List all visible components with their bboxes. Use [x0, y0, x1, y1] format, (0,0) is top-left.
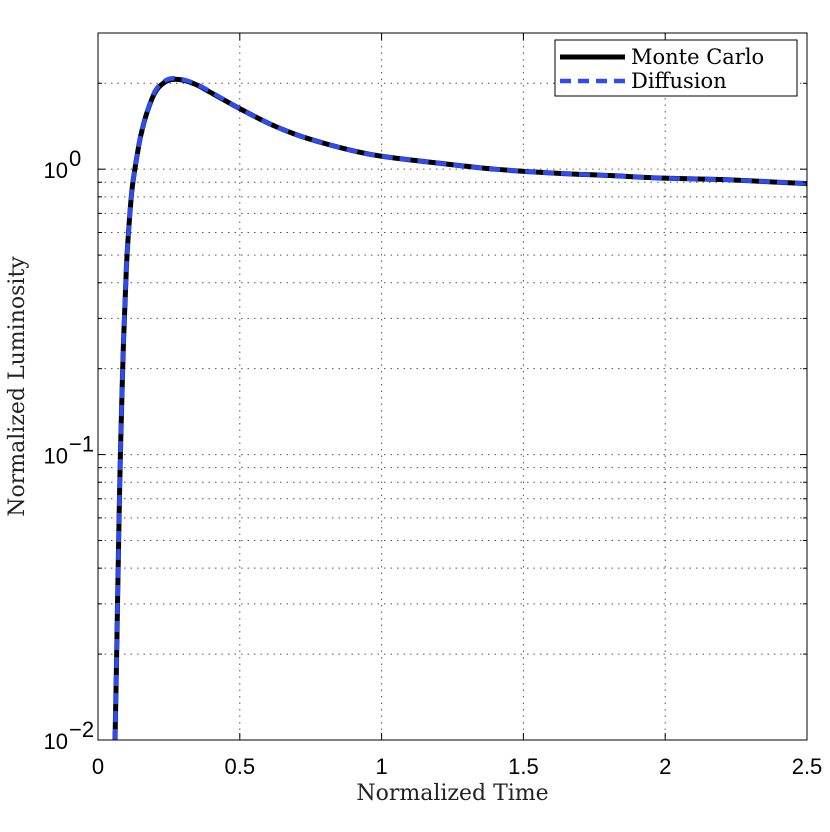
x-tick-label: 2.5	[792, 754, 823, 779]
series-lines	[112, 76, 808, 741]
y-tick-label-base: 10	[44, 158, 68, 183]
x-tick-label: 2	[659, 754, 671, 779]
legend-label-diffusion: Diffusion	[631, 69, 727, 93]
legend-label-monte-carlo: Monte Carlo	[631, 45, 764, 69]
y-tick-label-base: 10	[44, 729, 68, 754]
y-axis-title: Normalized Luminosity	[5, 256, 30, 517]
y-tick-label: 10 −1	[44, 432, 95, 469]
x-tick-label: 0.5	[225, 754, 256, 779]
y-tick-label-exponent: 0	[69, 146, 81, 171]
series-line-diffusion	[112, 76, 808, 741]
y-tick-label-base: 10	[44, 444, 68, 469]
series-line-monte-carlo	[112, 76, 808, 741]
plot-frame	[97, 32, 808, 741]
y-tick-label: 10 0	[44, 146, 82, 183]
x-tick-label: 0	[92, 754, 104, 779]
x-axis-title: Normalized Time	[356, 781, 548, 806]
y-tick-label-exponent: −2	[69, 717, 94, 742]
x-tick-label: 1	[375, 754, 387, 779]
legend-box	[554, 39, 798, 97]
y-tick-label-exponent: −1	[69, 432, 94, 457]
legend: Monte Carlo Diffusion	[554, 39, 798, 97]
x-tick-labels: 0 0.5 1 1.5 2 2.5	[92, 754, 822, 779]
x-tick-label: 1.5	[508, 754, 539, 779]
y-tick-label: 10 −2	[44, 717, 95, 754]
grid-lines	[98, 33, 807, 740]
axis-ticks	[97, 32, 808, 741]
